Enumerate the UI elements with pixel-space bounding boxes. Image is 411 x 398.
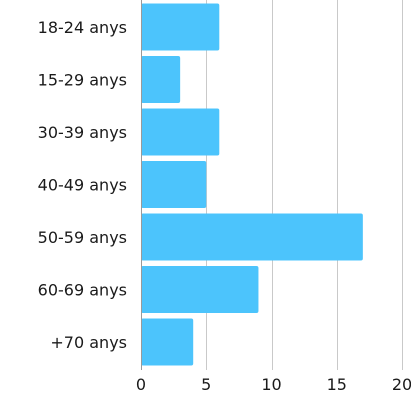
bar-2: [141, 108, 220, 156]
category-label: 40-49 anys: [38, 176, 127, 195]
category-label: 18-24 anys: [38, 18, 127, 37]
bar-4: [141, 213, 363, 261]
category-label: 60-69 anys: [38, 281, 127, 300]
bar-6: [141, 318, 194, 366]
category-label: 30-39 anys: [38, 123, 127, 142]
category-labels: 18-24 anys 15-29 anys 30-39 anys 40-49 anys…: [38, 18, 127, 352]
bar-3: [141, 161, 207, 208]
x-tick-label: 15: [327, 375, 347, 394]
category-label: +70 anys: [50, 333, 127, 352]
category-label: 15-29 anys: [38, 71, 127, 90]
x-tick-labels: 0 5 10 15 20: [136, 375, 411, 394]
x-tick-label: 5: [201, 375, 211, 394]
bar-0: [141, 3, 220, 51]
x-tick-label: 0: [136, 375, 146, 394]
bar-5: [141, 266, 259, 313]
grid-lines: [206, 0, 403, 370]
x-tick-label: 10: [261, 375, 281, 394]
bar-1: [141, 56, 181, 103]
bars: [141, 3, 363, 366]
category-label: 50-59 anys: [38, 228, 127, 247]
x-tick-label: 20: [392, 375, 411, 394]
